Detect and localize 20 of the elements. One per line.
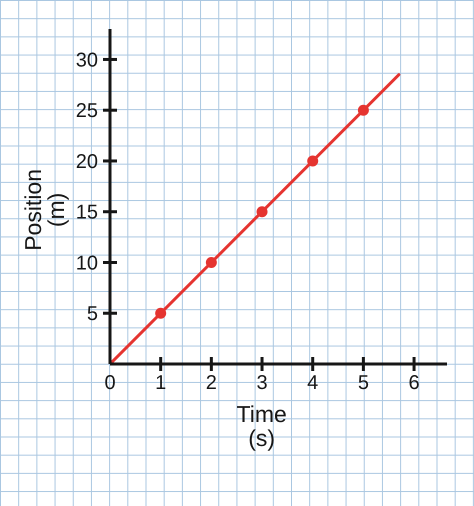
point (155, 308, 166, 319)
x-tick-label: 6 (408, 372, 420, 394)
y-tick-label: 5 (86, 303, 98, 326)
point (307, 155, 318, 166)
y-tick-label: 25 (76, 100, 98, 122)
y-tick-label: 10 (76, 252, 98, 274)
x-tick-label: 3 (256, 372, 268, 394)
x-tick-label: 5 (358, 372, 369, 394)
point (206, 256, 217, 268)
x-axis-title: Time (s) (236, 401, 287, 451)
x-tick-label: 1 (155, 372, 166, 394)
x-tick-label: 4 (307, 372, 318, 394)
y-tick-label: 20 (76, 150, 98, 173)
y-tick-label: 30 (76, 49, 98, 72)
point (256, 206, 268, 218)
x-tick-label: 2 (206, 372, 217, 394)
y-axis-title: Position (m) (20, 168, 69, 251)
x-tick-label: 0 (104, 372, 116, 394)
point (358, 104, 369, 116)
y-tick-label: 15 (76, 202, 98, 224)
